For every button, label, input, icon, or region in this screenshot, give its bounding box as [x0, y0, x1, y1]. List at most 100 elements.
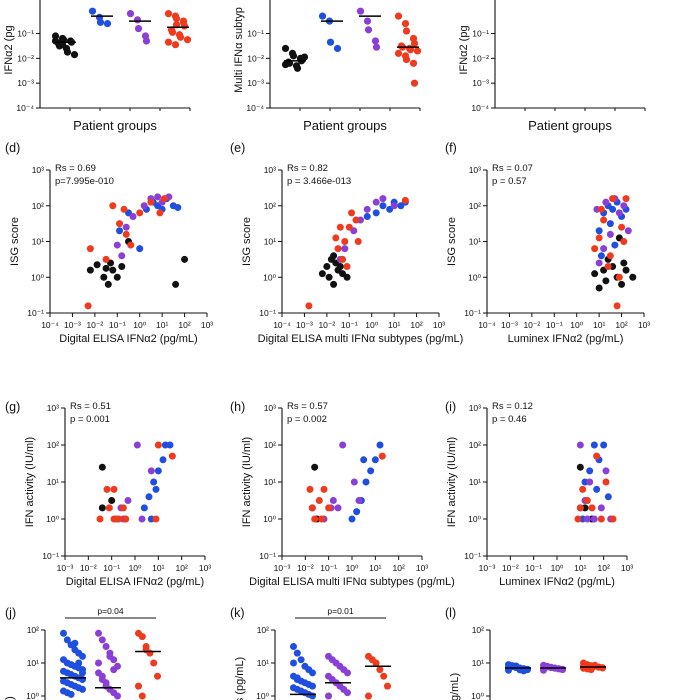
x-tick-label: 10⁻¹	[109, 320, 126, 330]
data-point-purple	[154, 193, 162, 201]
data-point-red	[311, 515, 319, 523]
group-blue	[60, 629, 86, 698]
data-point	[98, 672, 106, 680]
data-point-blue	[367, 467, 375, 475]
y-tick-label: 10⁻³	[247, 78, 264, 88]
data-point-black	[86, 266, 94, 274]
rs-value: Rs = 0.69	[55, 163, 96, 174]
data-point-black	[330, 280, 338, 288]
data-point	[309, 669, 316, 677]
panel-label: (j)	[5, 606, 16, 620]
y-tick-label: 10⁻¹	[247, 29, 264, 39]
data-point-purple	[129, 212, 137, 220]
x-tick-label: 10⁻³	[57, 563, 74, 573]
x-tick-label: 10⁻³	[64, 320, 81, 330]
data-point	[372, 659, 380, 667]
y-tick-label: 10³	[469, 165, 481, 175]
data-point-blue	[154, 467, 162, 475]
y-axis-label: IFNα2 (pg	[3, 25, 15, 74]
x-tick-label: 10⁻⁴	[41, 320, 59, 330]
y-tick-label: 10⁻²	[247, 53, 264, 63]
group-purple	[540, 661, 566, 674]
data-point-red	[84, 302, 92, 310]
data-point-red	[308, 504, 316, 512]
data-point	[599, 664, 606, 672]
p-value: p=7.995e-010	[55, 176, 114, 187]
scatter-panel-f: 10⁻⁴ 10⁻³ 10⁻² 10⁻¹ 10⁰ 10¹ 10² 10³ 10⁻¹ 10⁰ 10¹ 10…	[445, 141, 650, 345]
data-point-blue	[145, 493, 153, 501]
group-red	[135, 629, 161, 700]
y-tick-label: 10⁰	[468, 272, 481, 282]
data-point-blue	[353, 508, 361, 516]
x-tick-label: 10⁻²	[80, 563, 97, 573]
data-point-red	[336, 223, 344, 231]
x-tick-label: 10²	[178, 320, 190, 330]
x-tick-label: 10³	[416, 563, 428, 573]
data-point	[376, 666, 384, 674]
data-point-red	[583, 497, 591, 504]
data-point-purple	[600, 245, 608, 253]
data-point	[410, 39, 419, 48]
y-tick-label: 10¹	[472, 658, 484, 668]
data-point	[344, 669, 351, 677]
data-point-purple	[350, 478, 358, 486]
data-point-red	[339, 255, 347, 263]
y-tick-label: 10⁻¹	[42, 551, 59, 561]
data-point-red	[622, 195, 630, 203]
data-point-red	[343, 263, 351, 271]
data-point	[401, 19, 410, 28]
data-point-purple	[363, 205, 371, 213]
data-point-blue	[593, 485, 601, 493]
group-red	[164, 10, 192, 49]
x-axis-label: Digital ELISA IFNα2 (pg/mL)	[59, 333, 197, 345]
y-tick-label: 10³	[469, 403, 481, 413]
data-point	[293, 674, 301, 682]
data-point-red	[352, 216, 360, 224]
y-axis-label: IFN activity (IU/ml)	[241, 437, 253, 527]
y-tick-label: 10²	[469, 201, 481, 211]
data-point	[365, 692, 372, 700]
data-point	[559, 665, 566, 673]
data-point-blue	[360, 456, 368, 464]
x-tick-label: 10⁻³	[479, 563, 496, 573]
data-point-black	[181, 255, 189, 263]
data-point-red	[378, 452, 386, 460]
bottom-panel-j: 10² 10¹ 10⁰ (j)) p=0.04	[4, 606, 161, 700]
data-point	[297, 656, 305, 664]
data-point-blue	[376, 441, 384, 449]
scatter-panel-e: 10⁻⁴ 10⁻³ 10⁻² 10⁻¹ 10⁰ 10¹ 10² 10³ 10⁻¹ 10⁰ 10¹ 10…	[230, 141, 463, 345]
data-point-purple	[597, 504, 605, 512]
y-tick-label: 10⁻²	[17, 53, 34, 63]
data-point-purple	[329, 497, 337, 504]
data-point-purple	[595, 259, 603, 267]
p-value: p = 3.466e-013	[287, 176, 351, 187]
data-point	[394, 12, 403, 20]
data-point	[363, 17, 372, 25]
data-point	[371, 37, 380, 45]
data-point-blue	[597, 252, 605, 260]
data-point	[290, 659, 297, 667]
data-point-purple	[113, 241, 121, 249]
data-point-red	[602, 478, 610, 486]
data-point-blue	[161, 441, 169, 449]
y-tick-label: 10¹	[469, 477, 481, 487]
group-black	[281, 44, 309, 72]
y-tick-label: 10⁻³	[472, 78, 489, 88]
data-point-black	[93, 261, 101, 269]
data-point	[79, 652, 86, 660]
group-black	[51, 32, 79, 59]
data-point	[103, 19, 112, 28]
data-point	[51, 37, 60, 45]
data-point-blue	[372, 209, 380, 217]
y-tick-label: 10¹	[47, 477, 59, 487]
data-point-purple	[124, 497, 132, 504]
data-point-red	[116, 220, 124, 228]
data-point-purple	[583, 515, 591, 523]
x-axis-label: Digital ELISA multi IFNα subtypes (pg/mL…	[258, 333, 464, 345]
p-value: p=0.04	[97, 606, 124, 616]
data-point-red	[579, 485, 587, 493]
y-tick-label: 10¹	[469, 237, 481, 247]
y-tick-label: 10¹	[257, 658, 269, 668]
data-point	[402, 27, 411, 35]
group-red	[394, 12, 422, 87]
